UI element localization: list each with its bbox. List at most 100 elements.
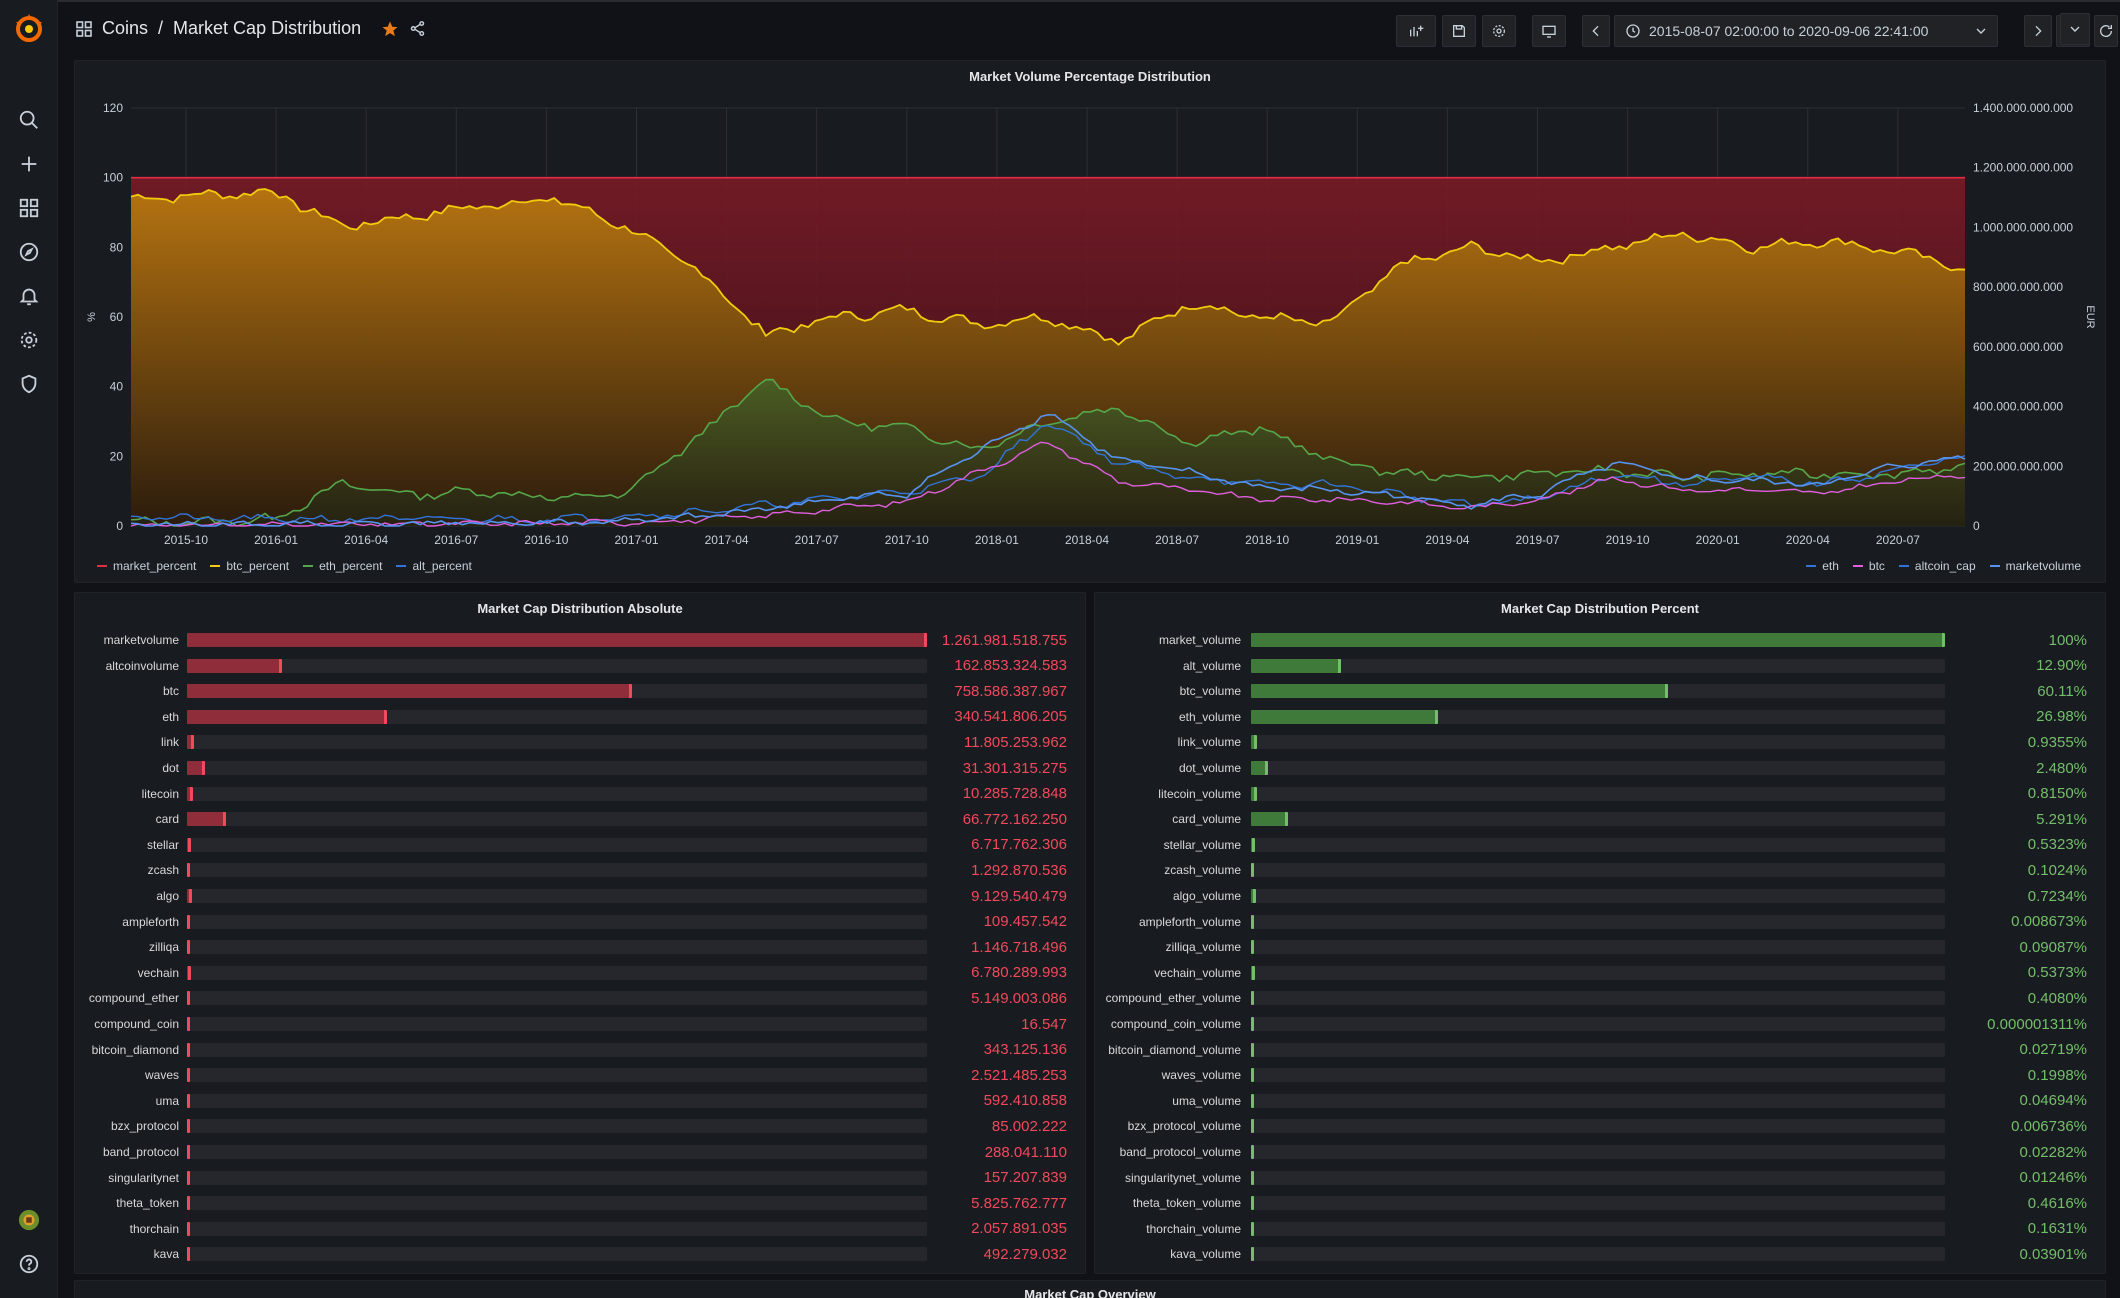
refresh-interval-dropdown[interactable] xyxy=(2060,13,2090,45)
bar-gauge-track xyxy=(1251,1170,1945,1185)
legend-swatch xyxy=(303,565,314,567)
y2-tick-label: 1.200.000.000.000 xyxy=(1973,161,2073,175)
bar-gauge-fill xyxy=(187,812,227,827)
bar-gauge-track xyxy=(1251,1145,1945,1159)
bar-gauge-label: litecoin_volume xyxy=(1158,786,1241,801)
explore-icon[interactable] xyxy=(15,238,43,266)
bar-gauge-row: eth 340.541.806.205 xyxy=(75,708,1085,726)
bar-gauge-value: 0.5373% xyxy=(2027,964,2087,982)
tv-mode-button[interactable] xyxy=(1532,15,1566,47)
legend-item[interactable]: eth xyxy=(1806,559,1839,573)
bar-gauge-value: 592.410.858 xyxy=(983,1092,1067,1110)
bar-gauge-label: compound_ether xyxy=(88,991,179,1006)
bar-gauge-row: vechain_volume 0.5373% xyxy=(1095,964,2105,982)
help-icon[interactable] xyxy=(15,1250,43,1278)
time-forward-button[interactable] xyxy=(2024,15,2052,47)
save-dashboard-button[interactable] xyxy=(1442,15,1476,47)
avatar[interactable] xyxy=(15,1206,43,1234)
legend-item[interactable]: eth_percent xyxy=(303,559,382,573)
share-icon[interactable] xyxy=(409,20,426,37)
bar-gauge-row: zilliqa_volume 0.09087% xyxy=(1095,938,2105,956)
bar-gauge-row: waves_volume 0.1998% xyxy=(1095,1066,2105,1084)
panel-title[interactable]: Market Cap Distribution Absolute xyxy=(477,601,683,616)
panel-title[interactable]: Market Cap Overview xyxy=(1024,1287,1156,1298)
bar-gauge-fill xyxy=(187,965,191,980)
bar-gauge-row: zilliqa 1.146.718.496 xyxy=(75,938,1085,956)
shield-icon[interactable] xyxy=(15,370,43,398)
bar-gauge-label: singularitynet_volume xyxy=(1124,1170,1241,1185)
bar-gauge-value: 0.04694% xyxy=(2019,1092,2087,1110)
bar-gauge-value: 60.11% xyxy=(2037,682,2087,700)
time-back-button[interactable] xyxy=(1582,15,1610,47)
legend-item[interactable]: market_percent xyxy=(97,559,196,573)
bar-gauge-row: ampleforth 109.457.542 xyxy=(75,913,1085,931)
grafana-logo-icon[interactable] xyxy=(12,12,46,46)
x-tick-label: 2020-07 xyxy=(1876,533,1920,547)
panel-title[interactable]: Market Volume Percentage Distribution xyxy=(969,69,1211,84)
bar-gauge-value: 157.207.839 xyxy=(983,1169,1067,1187)
bar-gauge-row: marketvolume 1.261.981.518.755 xyxy=(75,631,1085,649)
bar-gauge-label: theta_token_volume xyxy=(1132,1196,1241,1211)
x-tick-label: 2018-07 xyxy=(1155,533,1199,547)
bar-gauge-fill xyxy=(1251,1145,1254,1159)
legend-item[interactable]: btc xyxy=(1852,559,1885,573)
plus-icon[interactable] xyxy=(15,150,43,178)
bar-gauge-track xyxy=(1251,1042,1945,1057)
add-panel-button[interactable] xyxy=(1396,15,1436,47)
bar-gauge-track xyxy=(187,761,927,775)
bar-gauge-row: waves 2.521.485.253 xyxy=(75,1066,1085,1084)
bar-gauge-fill xyxy=(187,735,194,750)
bar-gauge-row: uma 592.410.858 xyxy=(75,1092,1085,1110)
alert-bell-icon[interactable] xyxy=(15,282,43,310)
legend-item[interactable]: altcoin_cap xyxy=(1898,559,1976,573)
bar-gauge-track xyxy=(187,1119,927,1134)
bar-gauge-fill xyxy=(187,1093,190,1108)
bar-gauge-value: 340.541.806.205 xyxy=(954,708,1067,726)
gear-icon[interactable] xyxy=(15,326,43,354)
legend-label: marketvolume xyxy=(2005,559,2081,573)
bar-gauge-fill xyxy=(187,1145,190,1159)
legend-swatch xyxy=(97,565,107,567)
time-range-picker[interactable]: 2015-08-07 02:00:00 to 2020-09-06 22:41:… xyxy=(1614,15,1998,47)
bar-gauge-value: 2.057.891.035 xyxy=(971,1220,1067,1238)
area-chart[interactable]: 0 20 40 60 80 100 120 0 200.000.000.000 400.000.0… xyxy=(75,61,2107,584)
bar-gauge-label: uma_volume xyxy=(1172,1093,1241,1108)
topbar: Coins / Market Cap Distribution 2015-08-… xyxy=(58,0,2120,60)
bar-gauge-value: 162.853.324.583 xyxy=(954,657,1067,675)
legend-item[interactable]: alt_percent xyxy=(396,559,472,573)
bar-gauge-track xyxy=(1251,658,1945,673)
legend-item[interactable]: marketvolume xyxy=(1989,559,2081,573)
refresh-button[interactable] xyxy=(2094,15,2118,47)
breadcrumb-folder[interactable]: Coins xyxy=(102,18,149,38)
bar-gauge-track xyxy=(187,709,927,724)
dashboards-icon[interactable] xyxy=(15,194,43,222)
bar-gauge-fill xyxy=(187,1042,190,1057)
panel-title[interactable]: Market Cap Distribution Percent xyxy=(1501,601,1699,616)
x-tick-label: 2019-10 xyxy=(1606,533,1650,547)
bar-gauge-fill xyxy=(1251,1042,1254,1057)
x-tick-label: 2015-10 xyxy=(164,533,208,547)
bar-gauge-value: 0.02282% xyxy=(2019,1143,2087,1161)
legend-label: eth_percent xyxy=(319,559,383,573)
bar-gauge-track xyxy=(1251,1017,1945,1031)
bar-gauge-track xyxy=(1251,633,1945,647)
page-title[interactable]: Market Cap Distribution xyxy=(173,18,362,38)
bar-gauge-fill xyxy=(187,1068,190,1083)
bar-gauge-fill xyxy=(187,991,191,1006)
star-icon[interactable] xyxy=(381,20,399,38)
bar-gauge-value: 0.7234% xyxy=(2027,887,2087,905)
legend-swatch xyxy=(1806,565,1817,567)
dashboard-settings-button[interactable] xyxy=(1482,15,1516,47)
bar-gauge-fill xyxy=(1251,940,1254,955)
bar-gauge-track xyxy=(187,786,927,801)
bar-gauge-value: 758.586.387.967 xyxy=(954,682,1067,700)
bar-gauge-track xyxy=(187,965,927,980)
bar-gauge-track xyxy=(187,1068,927,1083)
bar-gauge-value: 1.146.718.496 xyxy=(971,938,1067,956)
bar-gauge-value: 0.9355% xyxy=(2027,733,2087,751)
search-icon[interactable] xyxy=(15,106,43,134)
legend-item[interactable]: btc_percent xyxy=(210,559,289,573)
bar-gauge-label: thorchain_volume xyxy=(1146,1221,1241,1236)
y2-tick-label: 400.000.000.000 xyxy=(1973,400,2063,414)
bar-gauge-row: btc 758.586.387.967 xyxy=(75,682,1085,700)
